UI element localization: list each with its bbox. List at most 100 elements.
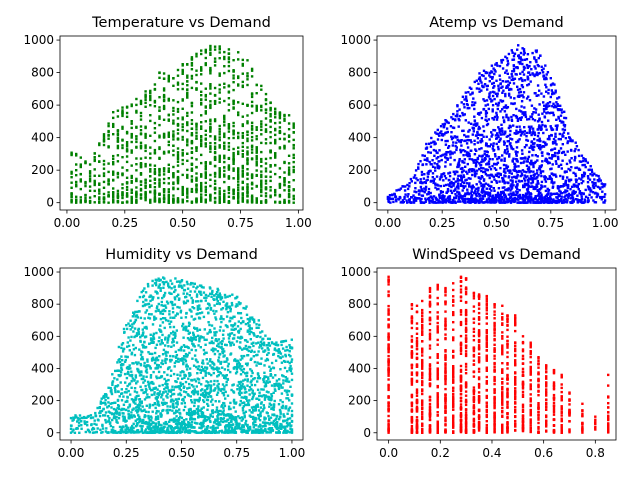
- data-point: [507, 193, 511, 196]
- data-point: [130, 149, 133, 152]
- data-point: [509, 192, 512, 195]
- data-point: [506, 80, 510, 83]
- data-point: [519, 174, 522, 178]
- data-point: [190, 140, 194, 144]
- data-point: [527, 195, 531, 198]
- data-point: [430, 141, 433, 145]
- data-point: [292, 160, 295, 164]
- data-point: [548, 104, 551, 108]
- data-point: [498, 201, 502, 204]
- data-point: [79, 196, 82, 199]
- data-point: [153, 139, 157, 143]
- data-point: [227, 126, 231, 129]
- data-point: [138, 419, 142, 422]
- data-point: [162, 132, 166, 136]
- data-point: [149, 179, 152, 182]
- data-point: [534, 160, 537, 164]
- data-point: [246, 114, 249, 117]
- data-point: [542, 201, 546, 204]
- data-point: [484, 182, 488, 185]
- data-point: [155, 279, 159, 282]
- data-point: [218, 167, 221, 170]
- data-point: [269, 179, 272, 183]
- data-point: [164, 422, 167, 426]
- data-point: [467, 135, 470, 138]
- data-point: [574, 147, 577, 151]
- data-point: [445, 153, 448, 156]
- data-point: [468, 157, 471, 161]
- data-point: [555, 175, 558, 178]
- data-point: [209, 130, 212, 133]
- data-point: [137, 406, 141, 409]
- data-point: [218, 88, 221, 91]
- data-point: [174, 411, 177, 415]
- data-point: [513, 52, 517, 55]
- data-point: [424, 200, 427, 203]
- data-point: [125, 160, 129, 164]
- data-point: [484, 71, 487, 74]
- data-point: [436, 165, 439, 168]
- data-point: [428, 199, 431, 202]
- data-point: [403, 195, 406, 199]
- data-point: [512, 147, 515, 151]
- data-point: [172, 144, 175, 147]
- data-point: [454, 201, 457, 204]
- data-point: [172, 399, 175, 403]
- data-point: [151, 380, 154, 384]
- data-point: [131, 428, 134, 431]
- data-point: [102, 201, 106, 204]
- data-point: [467, 91, 470, 94]
- data-point: [112, 122, 115, 126]
- data-point: [167, 79, 170, 83]
- data-point: [145, 420, 148, 424]
- data-point: [200, 190, 203, 193]
- data-point: [165, 422, 169, 426]
- data-point: [567, 194, 571, 197]
- data-point: [464, 139, 467, 142]
- data-point: [223, 142, 226, 145]
- data-point: [483, 194, 486, 198]
- data-point: [190, 200, 194, 203]
- data-point: [176, 157, 180, 161]
- data-point: [477, 77, 481, 81]
- data-point: [91, 416, 95, 419]
- data-point: [516, 66, 519, 69]
- data-point: [75, 152, 78, 156]
- data-point: [88, 185, 92, 188]
- data-point: [515, 146, 519, 149]
- data-point: [489, 200, 492, 203]
- data-point: [149, 134, 152, 137]
- data-point: [507, 181, 510, 185]
- data-point: [136, 380, 139, 383]
- data-point: [159, 310, 162, 314]
- data-point: [433, 154, 436, 157]
- data-point: [119, 381, 122, 384]
- data-point: [433, 177, 436, 181]
- data-point: [480, 160, 483, 164]
- data-point: [79, 420, 83, 423]
- data-point: [147, 316, 150, 319]
- data-point: [255, 128, 258, 131]
- data-point: [538, 124, 541, 127]
- data-point: [278, 112, 282, 115]
- data-point: [112, 111, 115, 114]
- data-point: [159, 329, 162, 332]
- data-point: [128, 430, 132, 433]
- data-point: [503, 141, 506, 145]
- data-point: [521, 85, 525, 89]
- data-point: [535, 60, 538, 64]
- data-point: [554, 139, 557, 142]
- data-point: [167, 188, 170, 191]
- data-point: [116, 176, 120, 179]
- data-point: [159, 343, 162, 346]
- data-point: [482, 170, 485, 174]
- data-point: [167, 133, 170, 136]
- data-point: [502, 119, 506, 122]
- data-point: [166, 392, 169, 396]
- data-point: [153, 387, 156, 390]
- data-point: [73, 416, 77, 419]
- data-point: [143, 317, 146, 320]
- data-point: [477, 186, 480, 190]
- data-point: [141, 328, 144, 331]
